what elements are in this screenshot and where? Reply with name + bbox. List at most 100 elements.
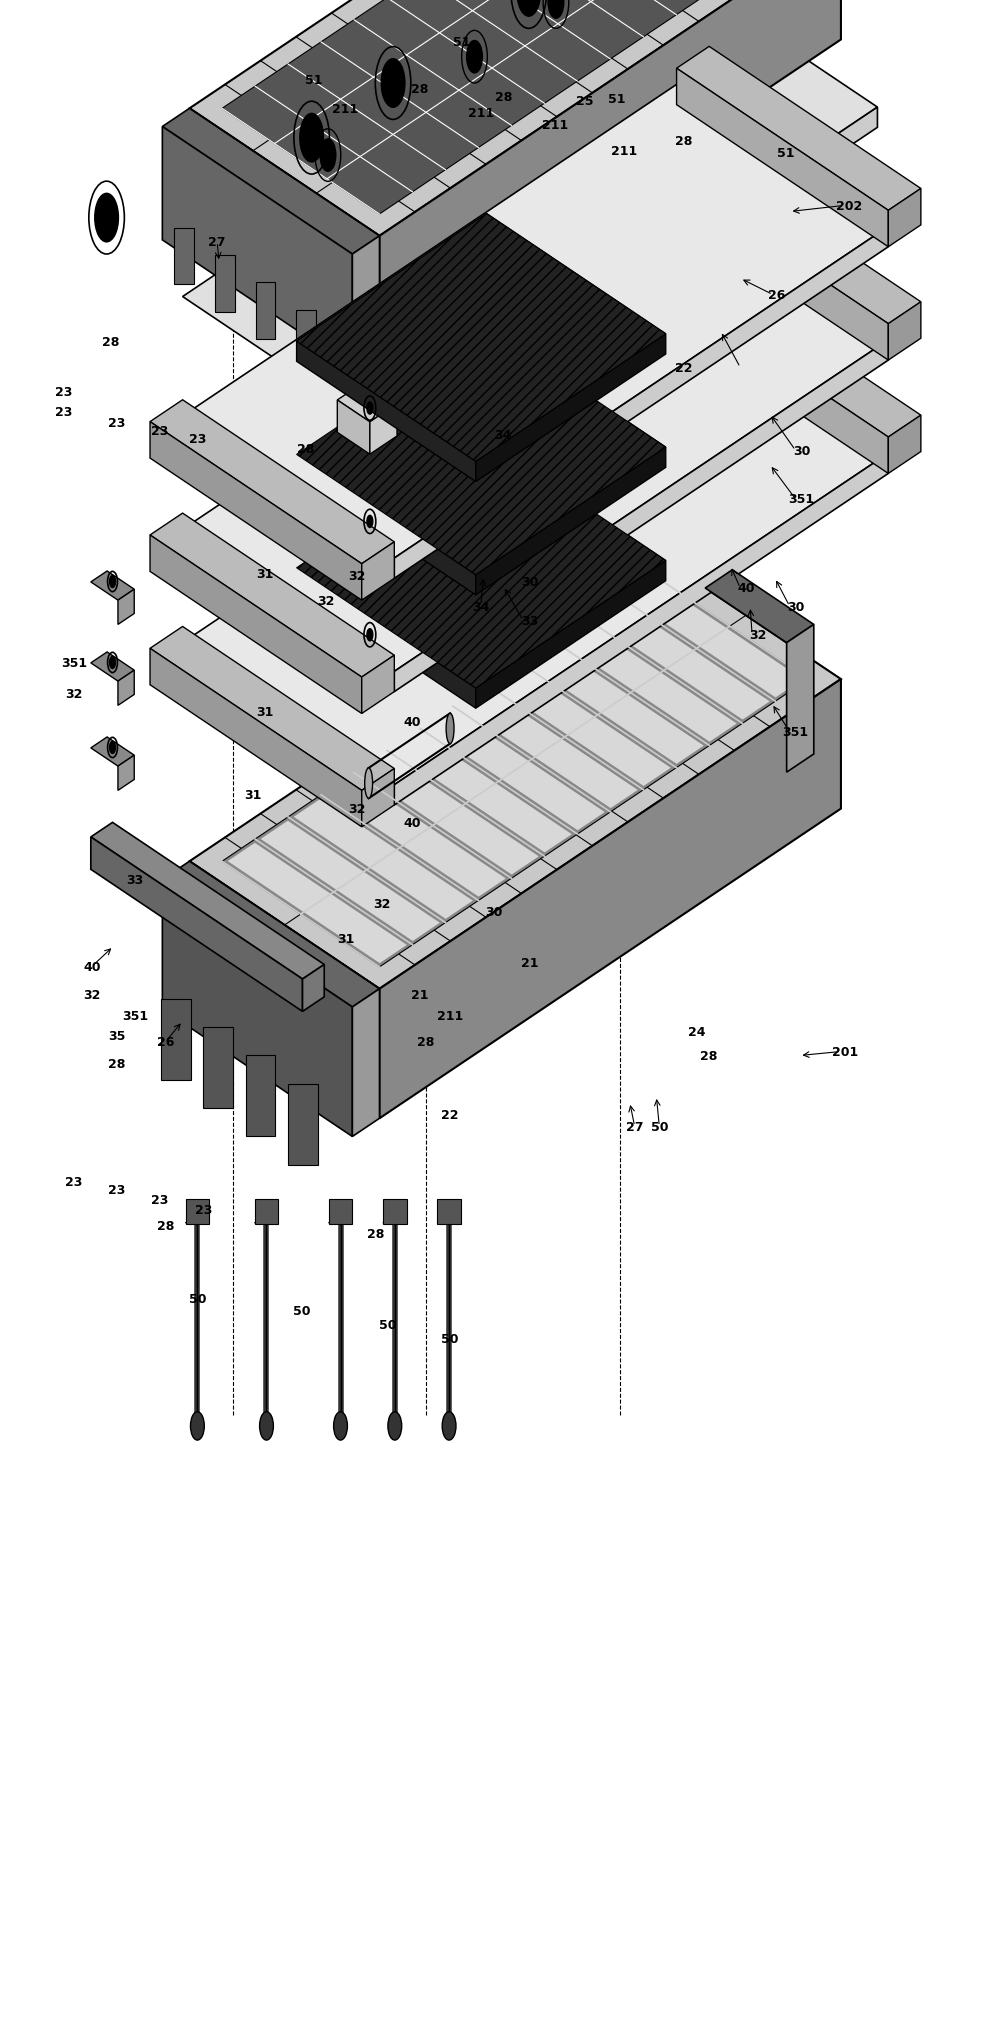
Polygon shape [623, 579, 802, 698]
Polygon shape [182, 0, 877, 435]
Polygon shape [393, 340, 887, 692]
Text: 28: 28 [102, 336, 119, 348]
Polygon shape [337, 627, 370, 682]
Text: 35: 35 [107, 1030, 125, 1042]
Polygon shape [379, 680, 840, 1119]
Text: 27: 27 [625, 1121, 643, 1133]
Text: 40: 40 [403, 817, 421, 829]
Polygon shape [189, 862, 379, 1119]
Text: 23: 23 [194, 1204, 212, 1216]
Text: 31: 31 [244, 789, 261, 801]
Polygon shape [189, 0, 840, 237]
Text: 22: 22 [441, 1109, 458, 1121]
Polygon shape [91, 823, 323, 979]
Polygon shape [91, 653, 134, 682]
Text: 32: 32 [748, 629, 766, 641]
Text: 31: 31 [336, 933, 354, 945]
Text: 23: 23 [107, 1183, 125, 1196]
Text: 30: 30 [786, 601, 804, 613]
Text: 23: 23 [55, 386, 73, 399]
Text: 34: 34 [494, 429, 512, 441]
Polygon shape [297, 568, 475, 708]
Ellipse shape [365, 769, 372, 799]
Text: 50: 50 [188, 1293, 206, 1305]
Text: 202: 202 [835, 200, 861, 212]
Polygon shape [475, 560, 665, 708]
Text: 211: 211 [467, 107, 493, 119]
Polygon shape [491, 666, 670, 787]
Circle shape [259, 1412, 273, 1440]
Polygon shape [162, 880, 352, 1137]
Text: 211: 211 [610, 146, 636, 158]
Polygon shape [887, 417, 920, 473]
Polygon shape [302, 965, 323, 1012]
Polygon shape [475, 334, 665, 481]
Polygon shape [182, 85, 887, 558]
Text: 31: 31 [255, 568, 273, 581]
Polygon shape [222, 0, 808, 214]
Polygon shape [475, 447, 665, 595]
Polygon shape [297, 441, 665, 688]
Polygon shape [361, 769, 393, 827]
Text: 32: 32 [65, 688, 83, 700]
Polygon shape [162, 862, 379, 1007]
Circle shape [442, 1412, 456, 1440]
Polygon shape [392, 732, 571, 854]
Polygon shape [297, 328, 665, 575]
Text: 351: 351 [782, 726, 808, 738]
Polygon shape [260, 821, 440, 941]
Text: 351: 351 [122, 1009, 148, 1022]
Polygon shape [297, 328, 665, 575]
Text: 21: 21 [410, 989, 428, 1001]
Polygon shape [337, 382, 396, 423]
Polygon shape [676, 295, 887, 473]
Circle shape [95, 194, 118, 243]
Polygon shape [676, 182, 887, 360]
Polygon shape [361, 655, 393, 714]
Polygon shape [676, 69, 887, 247]
Polygon shape [297, 214, 665, 461]
Polygon shape [337, 514, 370, 568]
Text: 351: 351 [61, 657, 87, 670]
Text: 28: 28 [674, 136, 692, 148]
Text: 23: 23 [188, 433, 206, 445]
Text: 28: 28 [367, 1228, 385, 1240]
Polygon shape [385, 160, 829, 459]
Text: 50: 50 [293, 1305, 311, 1317]
Polygon shape [182, 198, 887, 672]
Polygon shape [118, 591, 134, 625]
Text: 51: 51 [305, 75, 322, 87]
Polygon shape [118, 757, 134, 791]
Text: 40: 40 [737, 583, 754, 595]
Text: 51: 51 [453, 36, 470, 49]
Polygon shape [297, 441, 665, 688]
Circle shape [547, 0, 563, 20]
Polygon shape [150, 627, 393, 791]
Bar [203, 1028, 233, 1109]
Polygon shape [786, 625, 812, 773]
Text: 32: 32 [317, 595, 334, 607]
Text: 31: 31 [255, 706, 273, 718]
Text: 32: 32 [373, 898, 390, 910]
Text: 51: 51 [607, 93, 625, 105]
Bar [328, 1200, 352, 1224]
Polygon shape [162, 109, 379, 255]
Circle shape [109, 657, 115, 670]
Text: 23: 23 [151, 425, 169, 437]
Polygon shape [370, 631, 396, 682]
Text: 32: 32 [83, 989, 101, 1001]
Circle shape [367, 629, 373, 641]
Circle shape [517, 0, 540, 18]
Polygon shape [228, 844, 406, 963]
Polygon shape [393, 227, 887, 579]
Polygon shape [337, 401, 370, 455]
Circle shape [466, 42, 482, 75]
Text: 28: 28 [416, 1036, 434, 1048]
Polygon shape [425, 710, 604, 831]
Polygon shape [162, 127, 352, 368]
Text: 23: 23 [107, 417, 125, 429]
Text: 23: 23 [55, 407, 73, 419]
Text: 51: 51 [98, 218, 115, 231]
Polygon shape [150, 401, 393, 564]
Text: 23: 23 [65, 1175, 83, 1188]
